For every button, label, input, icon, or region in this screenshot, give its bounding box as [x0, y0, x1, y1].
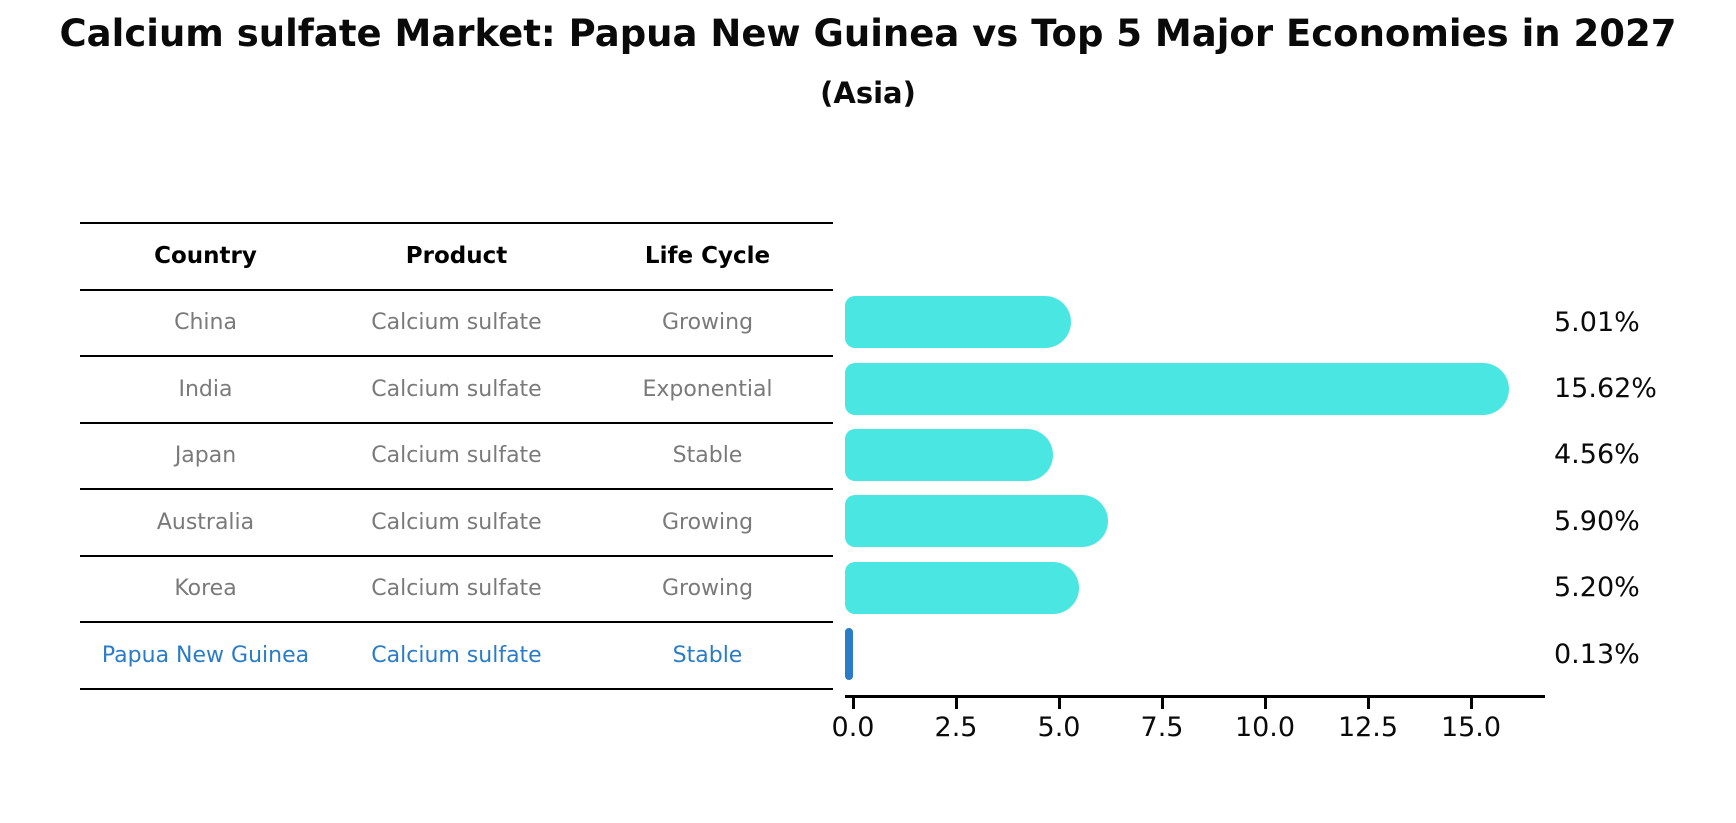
cell-country: China [174, 310, 237, 336]
table-header-country: Country [154, 243, 257, 270]
cell-product: Calcium sulfate [371, 642, 542, 668]
cell-life-cycle: Stable [672, 642, 743, 668]
bar-australia [845, 495, 1109, 548]
cell-life-cycle: Exponential [642, 376, 773, 402]
cell-country: Japan [174, 443, 237, 469]
value-labels: 5.01% 15.62% 4.56% 5.90% 5.20% 0.13% [1554, 289, 1734, 687]
cell-life-cycle: Growing [661, 310, 754, 336]
value-label-japan: 4.56% [1554, 439, 1640, 471]
cell-country: India [178, 376, 233, 402]
x-tick-label: 12.5 [1337, 712, 1399, 743]
table-row-china: China Calcium sulfate Growing [80, 291, 833, 357]
x-tick-label: 0.0 [831, 712, 875, 743]
cell-product: Calcium sulfate [371, 576, 542, 602]
cell-product: Calcium sulfate [371, 443, 542, 469]
cell-product: Calcium sulfate [371, 376, 542, 402]
chart-subtitle: (Asia) [820, 76, 916, 110]
x-tick-mark [1469, 695, 1473, 709]
table-row-japan: Japan Calcium sulfate Stable [80, 424, 833, 490]
table-row-india: India Calcium sulfate Exponential [80, 357, 833, 424]
x-tick-mark [1160, 695, 1164, 709]
x-tick-mark [1366, 695, 1370, 709]
x-axis-line [845, 695, 1545, 698]
bar-japan [845, 428, 1053, 481]
x-tick-label: 5.0 [1037, 712, 1081, 743]
x-tick-label: 10.0 [1234, 712, 1296, 743]
chart-title: Calcium sulfate Market: Papua New Guinea… [59, 12, 1677, 55]
bar-series [845, 289, 1545, 687]
table-header-product: Product [405, 243, 508, 270]
x-tick-mark [1263, 695, 1267, 709]
cell-life-cycle: Growing [661, 509, 754, 535]
bar-korea [845, 561, 1080, 614]
cell-product: Calcium sulfate [371, 509, 542, 535]
cell-country: Papua New Guinea [101, 642, 310, 668]
cell-life-cycle: Growing [661, 576, 754, 602]
bar-china [845, 296, 1072, 349]
table-header-life-cycle: Life Cycle [644, 243, 771, 270]
x-tick-mark [851, 695, 855, 709]
x-tick-label: 7.5 [1140, 712, 1184, 743]
cell-country: Korea [174, 576, 237, 602]
value-label-china: 5.01% [1554, 306, 1640, 338]
table-row-korea: Korea Calcium sulfate Growing [80, 557, 833, 623]
x-tick-mark [954, 695, 958, 709]
table-row-papua-new-guinea: Papua New Guinea Calcium sulfate Stable [80, 623, 833, 690]
cell-country: Australia [156, 509, 255, 535]
x-tick-label: 2.5 [934, 712, 978, 743]
bar-india [845, 362, 1509, 415]
info-table: Country Product Life Cycle China Calcium… [80, 222, 833, 690]
value-label-india: 15.62% [1554, 373, 1657, 405]
cell-product: Calcium sulfate [371, 310, 542, 336]
x-tick-label: 15.0 [1440, 712, 1502, 743]
value-label-australia: 5.90% [1554, 505, 1640, 537]
table-header-row: Country Product Life Cycle [80, 224, 833, 291]
value-label-korea: 5.20% [1554, 572, 1640, 604]
table-row-australia: Australia Calcium sulfate Growing [80, 490, 833, 557]
value-label-papua-new-guinea: 0.13% [1554, 638, 1640, 670]
x-tick-mark [1057, 695, 1061, 709]
bar-papua-new-guinea [845, 628, 853, 681]
cell-life-cycle: Stable [672, 443, 743, 469]
